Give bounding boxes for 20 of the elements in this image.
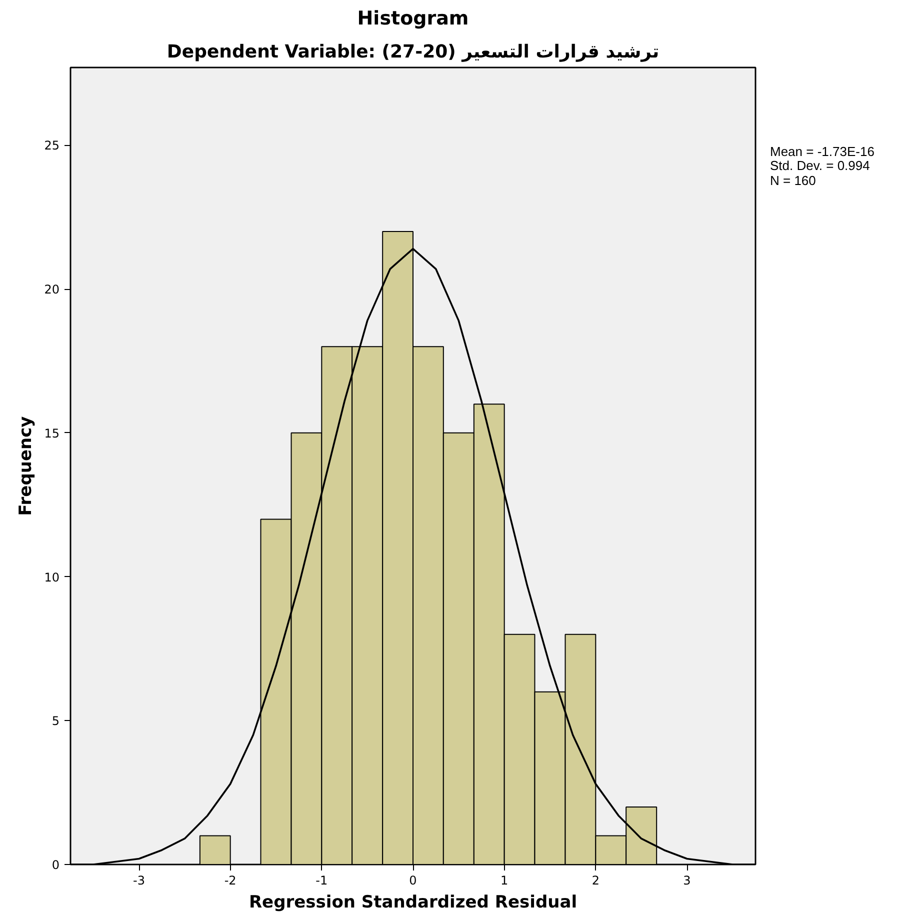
y-tick-label: 0 [52,858,60,872]
y-tick-label: 20 [44,282,60,297]
x-tick-label: -2 [224,874,236,888]
y-tick-label: 25 [44,138,60,153]
y-tick-label: 5 [52,714,60,728]
y-tick-label: 10 [44,570,60,584]
chart-subtitle: Dependent Variable: ترشيد قرارات التسعير (20-27) [166,42,660,62]
x-tick-label: -1 [316,874,328,888]
x-tick-label: 1 [500,874,508,888]
y-axis-title: Frequency [16,416,36,516]
text: N = 160 [770,172,816,188]
text: Mean = -1.73E-16 [770,144,874,159]
x-tick-label: 3 [683,874,691,888]
x-tick-label: 2 [592,874,600,888]
text: Std. Dev. = 0.994 [770,158,870,174]
x-tick-label: -3 [133,874,145,888]
x-tick-label: 0 [409,874,417,888]
x-axis-title: Regression Standardized Residual [248,892,578,912]
y-tick-label: 15 [44,426,60,440]
chart-title: Histogram [357,8,469,30]
